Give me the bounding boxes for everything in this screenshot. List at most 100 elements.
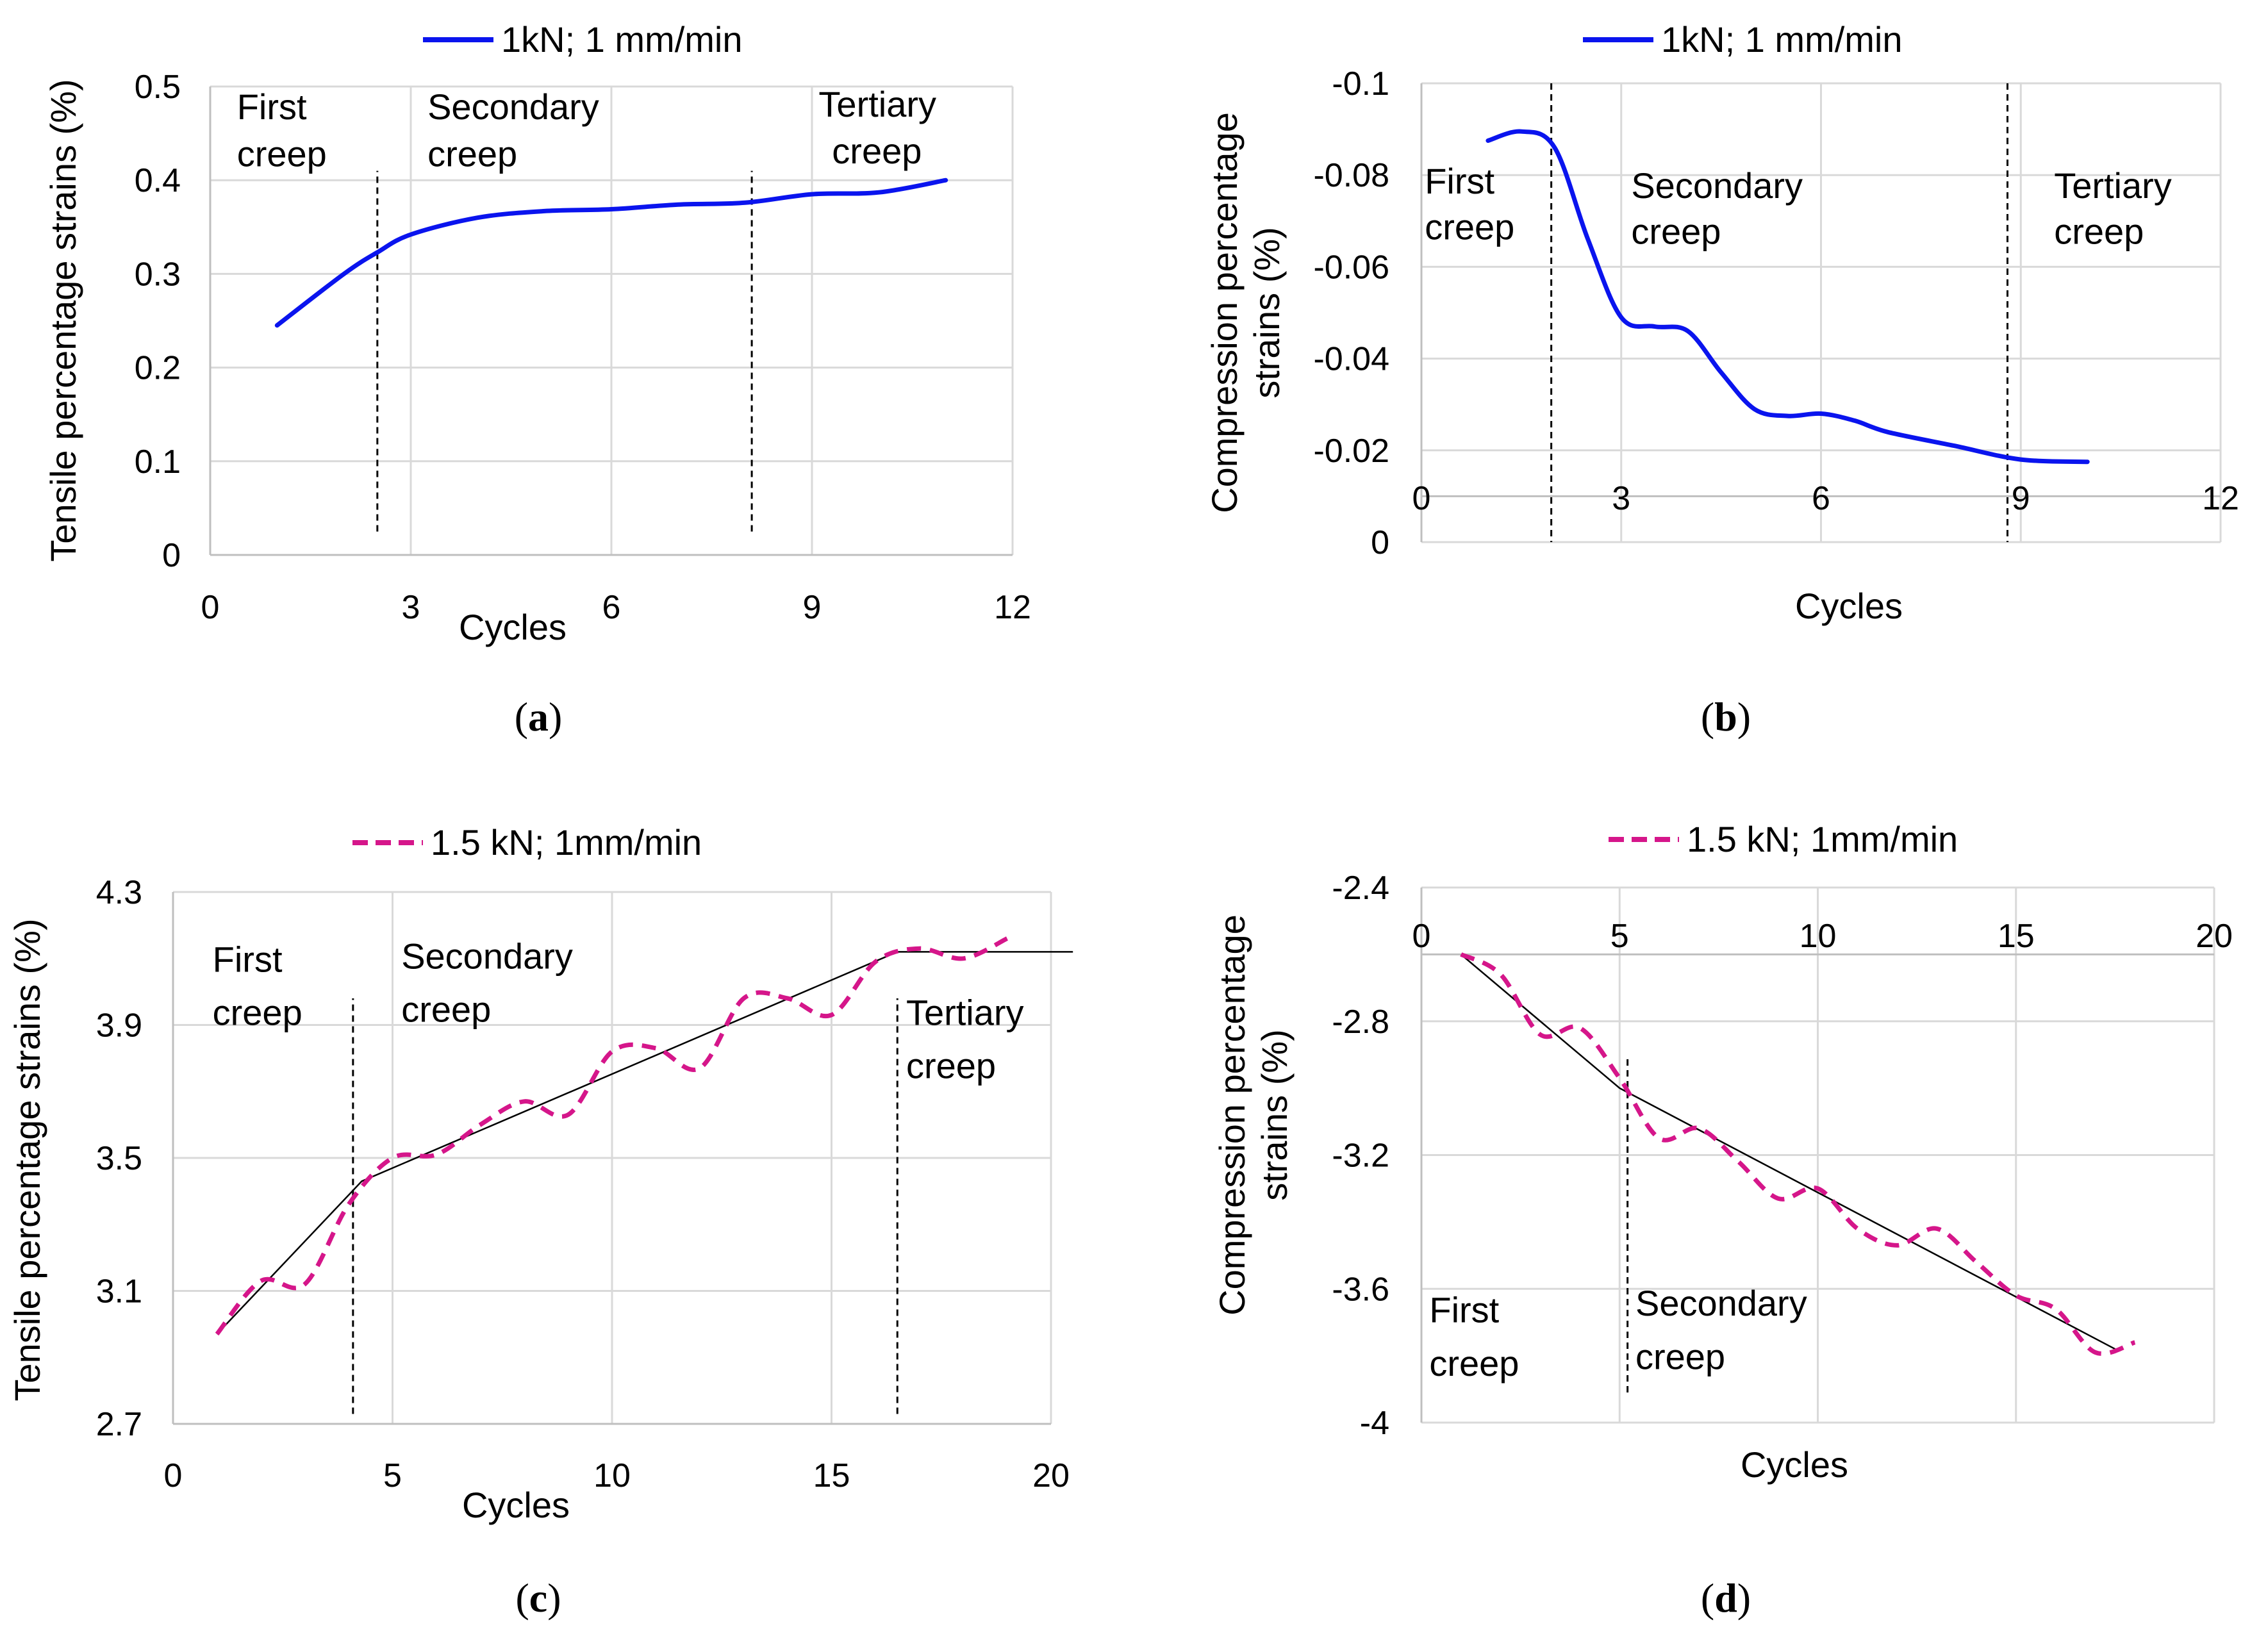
y-axis-label-text: Tensile percentage strains (%) bbox=[7, 918, 47, 1401]
x-tick-label: 5 bbox=[383, 1457, 402, 1494]
y-tick-label: 0.4 bbox=[135, 162, 181, 199]
y-tick-label: -2.8 bbox=[1332, 1004, 1389, 1041]
panel-caption-close: ) bbox=[1737, 1575, 1751, 1621]
annotation-label: Tertiary bbox=[2054, 165, 2172, 206]
x-tick-label: 15 bbox=[1998, 918, 2035, 955]
y-tick-label: -0.04 bbox=[1313, 341, 1389, 378]
trend-line bbox=[1460, 954, 2115, 1350]
y-tick-label: -0.1 bbox=[1332, 65, 1389, 103]
annotation-label: First bbox=[213, 939, 283, 980]
y-axis-label-text: Compression percentagestrains (%) bbox=[1204, 112, 1287, 513]
y-tick-label: 4.3 bbox=[96, 874, 142, 911]
legend-label: 1.5 kN; 1mm/min bbox=[431, 822, 702, 863]
x-tick-label: 0 bbox=[1412, 918, 1431, 955]
x-axis-label: Cycles bbox=[462, 1485, 570, 1525]
annotation-label: Tertiary bbox=[818, 84, 936, 124]
x-tick-label: 12 bbox=[994, 589, 1031, 626]
y-tick-label: -0.06 bbox=[1313, 249, 1389, 286]
panel-caption-letter: a bbox=[528, 694, 549, 739]
x-tick-label: 3 bbox=[402, 589, 420, 626]
annotation-label: creep bbox=[427, 133, 517, 174]
y-tick-label: -3.6 bbox=[1332, 1271, 1389, 1308]
x-tick-label: 3 bbox=[1612, 480, 1630, 517]
chart-panel-b: 0 -0.02 -0.04 -0.06 -0.08 -0.1 0 3 6 9 12 Cycles Com… bbox=[1204, 19, 2239, 739]
panel-caption-open: ( bbox=[1701, 694, 1714, 739]
y-tick-label: -0.02 bbox=[1313, 433, 1389, 470]
panel-caption-close: ) bbox=[547, 1575, 561, 1621]
x-tick-label: 6 bbox=[1812, 480, 1830, 517]
annotation-label: creep bbox=[237, 133, 327, 174]
series-line bbox=[1486, 129, 2090, 465]
chart-panel-d: -4 -3.6 -3.2 -2.8 -2.4 0 5 10 15 20 Cycles Compress… bbox=[1212, 819, 2233, 1621]
y-tick-label: 0.5 bbox=[135, 69, 181, 106]
y-axis-label-line: strains (%) bbox=[1246, 227, 1287, 399]
annotation-label: creep bbox=[213, 993, 302, 1033]
panel-caption: (a) bbox=[515, 694, 563, 739]
y-tick-label: 2.7 bbox=[96, 1406, 142, 1443]
y-axis-label: Tensile percentage strains (%) bbox=[7, 918, 47, 1401]
annotation-label: creep bbox=[1429, 1343, 1519, 1384]
legend-label: 1kN; 1 mm/min bbox=[501, 19, 743, 60]
x-tick-label: 0 bbox=[164, 1457, 183, 1494]
x-tick-label: 20 bbox=[1032, 1457, 1070, 1494]
x-tick-label: 6 bbox=[602, 589, 621, 626]
x-tick-label: 9 bbox=[803, 589, 822, 626]
panel-caption-close: ) bbox=[549, 694, 562, 739]
y-axis-label-line: Compression percentage bbox=[1204, 112, 1245, 513]
panel-caption: (c) bbox=[515, 1575, 561, 1621]
x-tick-label: 0 bbox=[201, 589, 220, 626]
annotation-label: creep bbox=[401, 989, 491, 1029]
x-tick-label: 10 bbox=[1800, 918, 1837, 955]
y-tick-label: 3.1 bbox=[96, 1273, 142, 1310]
legend-label: 1kN; 1 mm/min bbox=[1661, 19, 1903, 60]
series-line bbox=[274, 178, 948, 328]
annotation-label: First bbox=[1425, 161, 1494, 201]
x-axis-label: Cycles bbox=[459, 607, 567, 647]
y-tick-label: -2.4 bbox=[1332, 870, 1389, 907]
x-axis-label: Cycles bbox=[1741, 1444, 1848, 1485]
chart-panel-a: 0 0.1 0.2 0.3 0.4 0.5 0 3 6 9 12 Cycles Tensile perc… bbox=[43, 19, 1031, 739]
y-tick-label: 0.3 bbox=[135, 256, 181, 293]
x-tick-label: 20 bbox=[2196, 918, 2233, 955]
y-tick-label: 0 bbox=[162, 537, 181, 574]
x-tick-label: 0 bbox=[1412, 480, 1431, 517]
x-tick-label: 9 bbox=[2012, 480, 2030, 517]
y-axis-label-line: strains (%) bbox=[1254, 1029, 1295, 1201]
panel-caption-letter: b bbox=[1714, 694, 1737, 739]
annotation-label: First bbox=[237, 87, 307, 127]
annotation-label: Secondary bbox=[427, 87, 599, 127]
panel-caption-open: ( bbox=[1701, 1575, 1714, 1621]
annotation-label: First bbox=[1429, 1289, 1499, 1330]
panel-caption: (b) bbox=[1701, 694, 1751, 739]
legend-label: 1.5 kN; 1mm/min bbox=[1687, 819, 1958, 859]
annotation-label: creep bbox=[906, 1046, 996, 1086]
panel-caption-letter: c bbox=[529, 1575, 547, 1621]
y-axis-label-line: Compression percentage bbox=[1212, 914, 1252, 1316]
y-axis-label: Compression percentagestrains (%) bbox=[1212, 914, 1295, 1316]
y-tick-label: -3.2 bbox=[1332, 1137, 1389, 1175]
annotation-label: creep bbox=[1425, 206, 1514, 247]
x-tick-label: 12 bbox=[2202, 480, 2239, 517]
panel-caption-open: ( bbox=[515, 1575, 529, 1621]
y-tick-label: -4 bbox=[1360, 1405, 1389, 1442]
annotation-label: creep bbox=[1635, 1337, 1725, 1377]
annotation-label: Tertiary bbox=[906, 993, 1024, 1033]
chart-panel-c: 2.7 3.1 3.5 3.9 4.3 0 5 10 15 20 Cycles Tensile per… bbox=[7, 822, 1073, 1621]
y-axis-label-text: Compression percentagestrains (%) bbox=[1212, 914, 1295, 1316]
annotation-label: creep bbox=[832, 131, 922, 171]
annotation-label: Secondary bbox=[401, 936, 573, 976]
y-tick-label: -0.08 bbox=[1313, 157, 1389, 194]
x-axis-label: Cycles bbox=[1795, 586, 1903, 626]
y-tick-label: 3.5 bbox=[96, 1140, 142, 1177]
annotation-label: creep bbox=[2054, 211, 2144, 252]
x-tick-label: 5 bbox=[1610, 918, 1629, 955]
annotation-label: creep bbox=[1631, 211, 1721, 252]
y-tick-label: 0 bbox=[1371, 524, 1389, 561]
annotation-label: Secondary bbox=[1635, 1283, 1807, 1323]
y-axis-label: Compression percentagestrains (%) bbox=[1204, 112, 1287, 513]
panel-caption-close: ) bbox=[1737, 694, 1751, 739]
x-tick-label: 15 bbox=[813, 1457, 850, 1494]
panel-caption-letter: d bbox=[1714, 1575, 1737, 1621]
panel-caption: (d) bbox=[1701, 1575, 1751, 1621]
